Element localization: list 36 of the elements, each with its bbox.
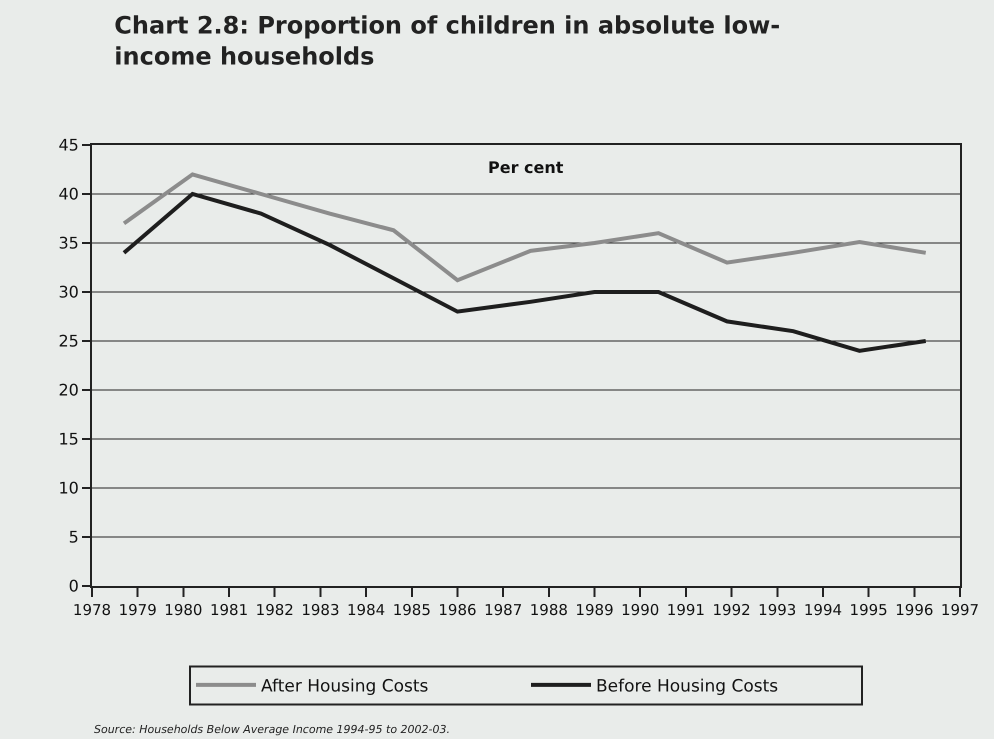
- y-axis-title: Per cent: [488, 158, 564, 177]
- x-tick-label: 1980: [164, 601, 202, 619]
- line-series: [122, 172, 928, 282]
- y-tick-label: 45: [58, 136, 79, 155]
- y-tick-label: 0: [68, 576, 79, 596]
- y-tick-label: 15: [58, 430, 79, 449]
- x-tick-label: 1984: [347, 601, 386, 619]
- y-tick-label: 25: [58, 332, 79, 351]
- y-tick-label: 35: [58, 234, 79, 253]
- x-tick-label: 1995: [850, 601, 888, 619]
- legend-label: Before Housing Costs: [596, 676, 778, 697]
- x-tick-label: 1982: [256, 601, 294, 619]
- x-tick-label: 1990: [621, 601, 660, 619]
- x-tick-label: 1979: [118, 601, 157, 619]
- y-tick-label: 20: [58, 380, 79, 400]
- x-tick-label: 1987: [484, 601, 522, 619]
- y-tick-label: 10: [58, 478, 79, 498]
- chart-title: Chart 2.8: Proportion of children in absolute low-income households: [114, 11, 780, 70]
- x-tick-label: 1996: [895, 601, 934, 619]
- x-tick-label: 1989: [575, 601, 614, 619]
- y-tick-label: 5: [68, 528, 79, 547]
- x-tick-label: 1991: [666, 601, 705, 619]
- x-tick-label: 1997: [940, 601, 980, 619]
- y-tick-label: 30: [58, 282, 79, 302]
- x-tick-label: 1988: [530, 601, 568, 619]
- x-tick-label: 1981: [210, 601, 248, 619]
- x-tick-label: 1992: [712, 601, 751, 619]
- x-tick-label: 1983: [301, 601, 340, 619]
- x-tick-label: 1994: [804, 601, 842, 619]
- legend-label: After Housing Costs: [261, 676, 429, 697]
- x-tick-label: 1986: [438, 601, 477, 619]
- source-note: Source: Households Below Average Income 1994-95 to 2002-03.: [94, 723, 450, 736]
- y-tick-label: 40: [58, 184, 79, 204]
- x-tick-label: 1985: [392, 601, 431, 619]
- x-tick-label: 1993: [758, 601, 796, 619]
- x-tick-label: 1978: [72, 601, 112, 619]
